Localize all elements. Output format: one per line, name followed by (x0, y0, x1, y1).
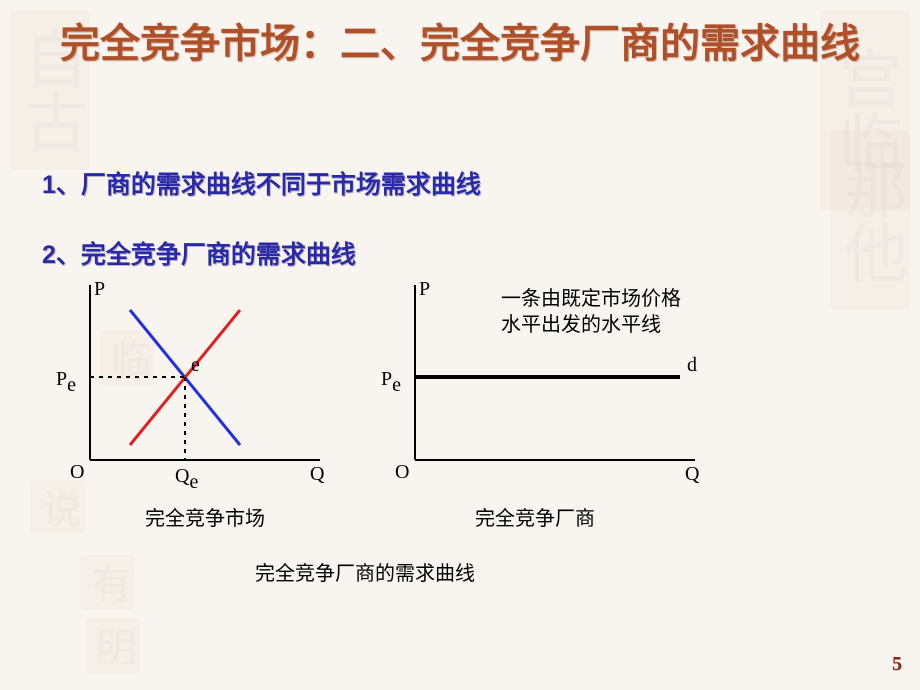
y-label-r: P (419, 278, 430, 300)
intersection-label: e (191, 354, 200, 376)
pe-main-r: P (381, 368, 392, 390)
firm-chart: P Q O Pe d (415, 295, 715, 495)
origin-label-r: O (395, 461, 409, 483)
page-number: 5 (892, 653, 902, 676)
right-caption: 完全竞争厂商 (435, 502, 635, 531)
left-caption: 完全竞争市场 (105, 502, 305, 531)
qe-label: Qe (175, 465, 198, 493)
market-chart: P Q O e Pe Qe (90, 295, 350, 495)
overall-caption: 完全竞争厂商的需求曲线 (205, 557, 525, 586)
x-label-r: Q (685, 463, 700, 485)
pe-main: P (56, 368, 67, 390)
watermark-seal: 明 (85, 618, 140, 673)
y-label: P (94, 278, 105, 300)
point-2: 2、完全竞争厂商的需求曲线 (42, 235, 356, 271)
slide-title: 完全竞争市场：二、完全竞争厂商的需求曲线 (0, 18, 920, 70)
pe-sub-r: e (392, 374, 401, 396)
point-1: 1、厂商的需求曲线不同于市场需求曲线 (42, 165, 481, 201)
pe-sub: e (67, 374, 76, 396)
watermark-seal: 那他 (830, 130, 910, 310)
slide: 明有说临那他宫临自古 完全竞争市场：二、完全竞争厂商的需求曲线 1、厂商的需求曲… (0, 0, 920, 690)
d-label: d (687, 354, 697, 376)
qe-main: Q (175, 465, 190, 487)
pe-label-r: Pe (381, 368, 401, 396)
chart-area: P Q O e Pe Qe 完全竞争市场 P Q O Pe d 完全竞争厂商 完… (60, 295, 860, 625)
qe-sub: e (189, 471, 198, 493)
pe-label: Pe (56, 368, 76, 396)
origin-label: O (70, 461, 84, 483)
x-label: Q (310, 463, 325, 485)
